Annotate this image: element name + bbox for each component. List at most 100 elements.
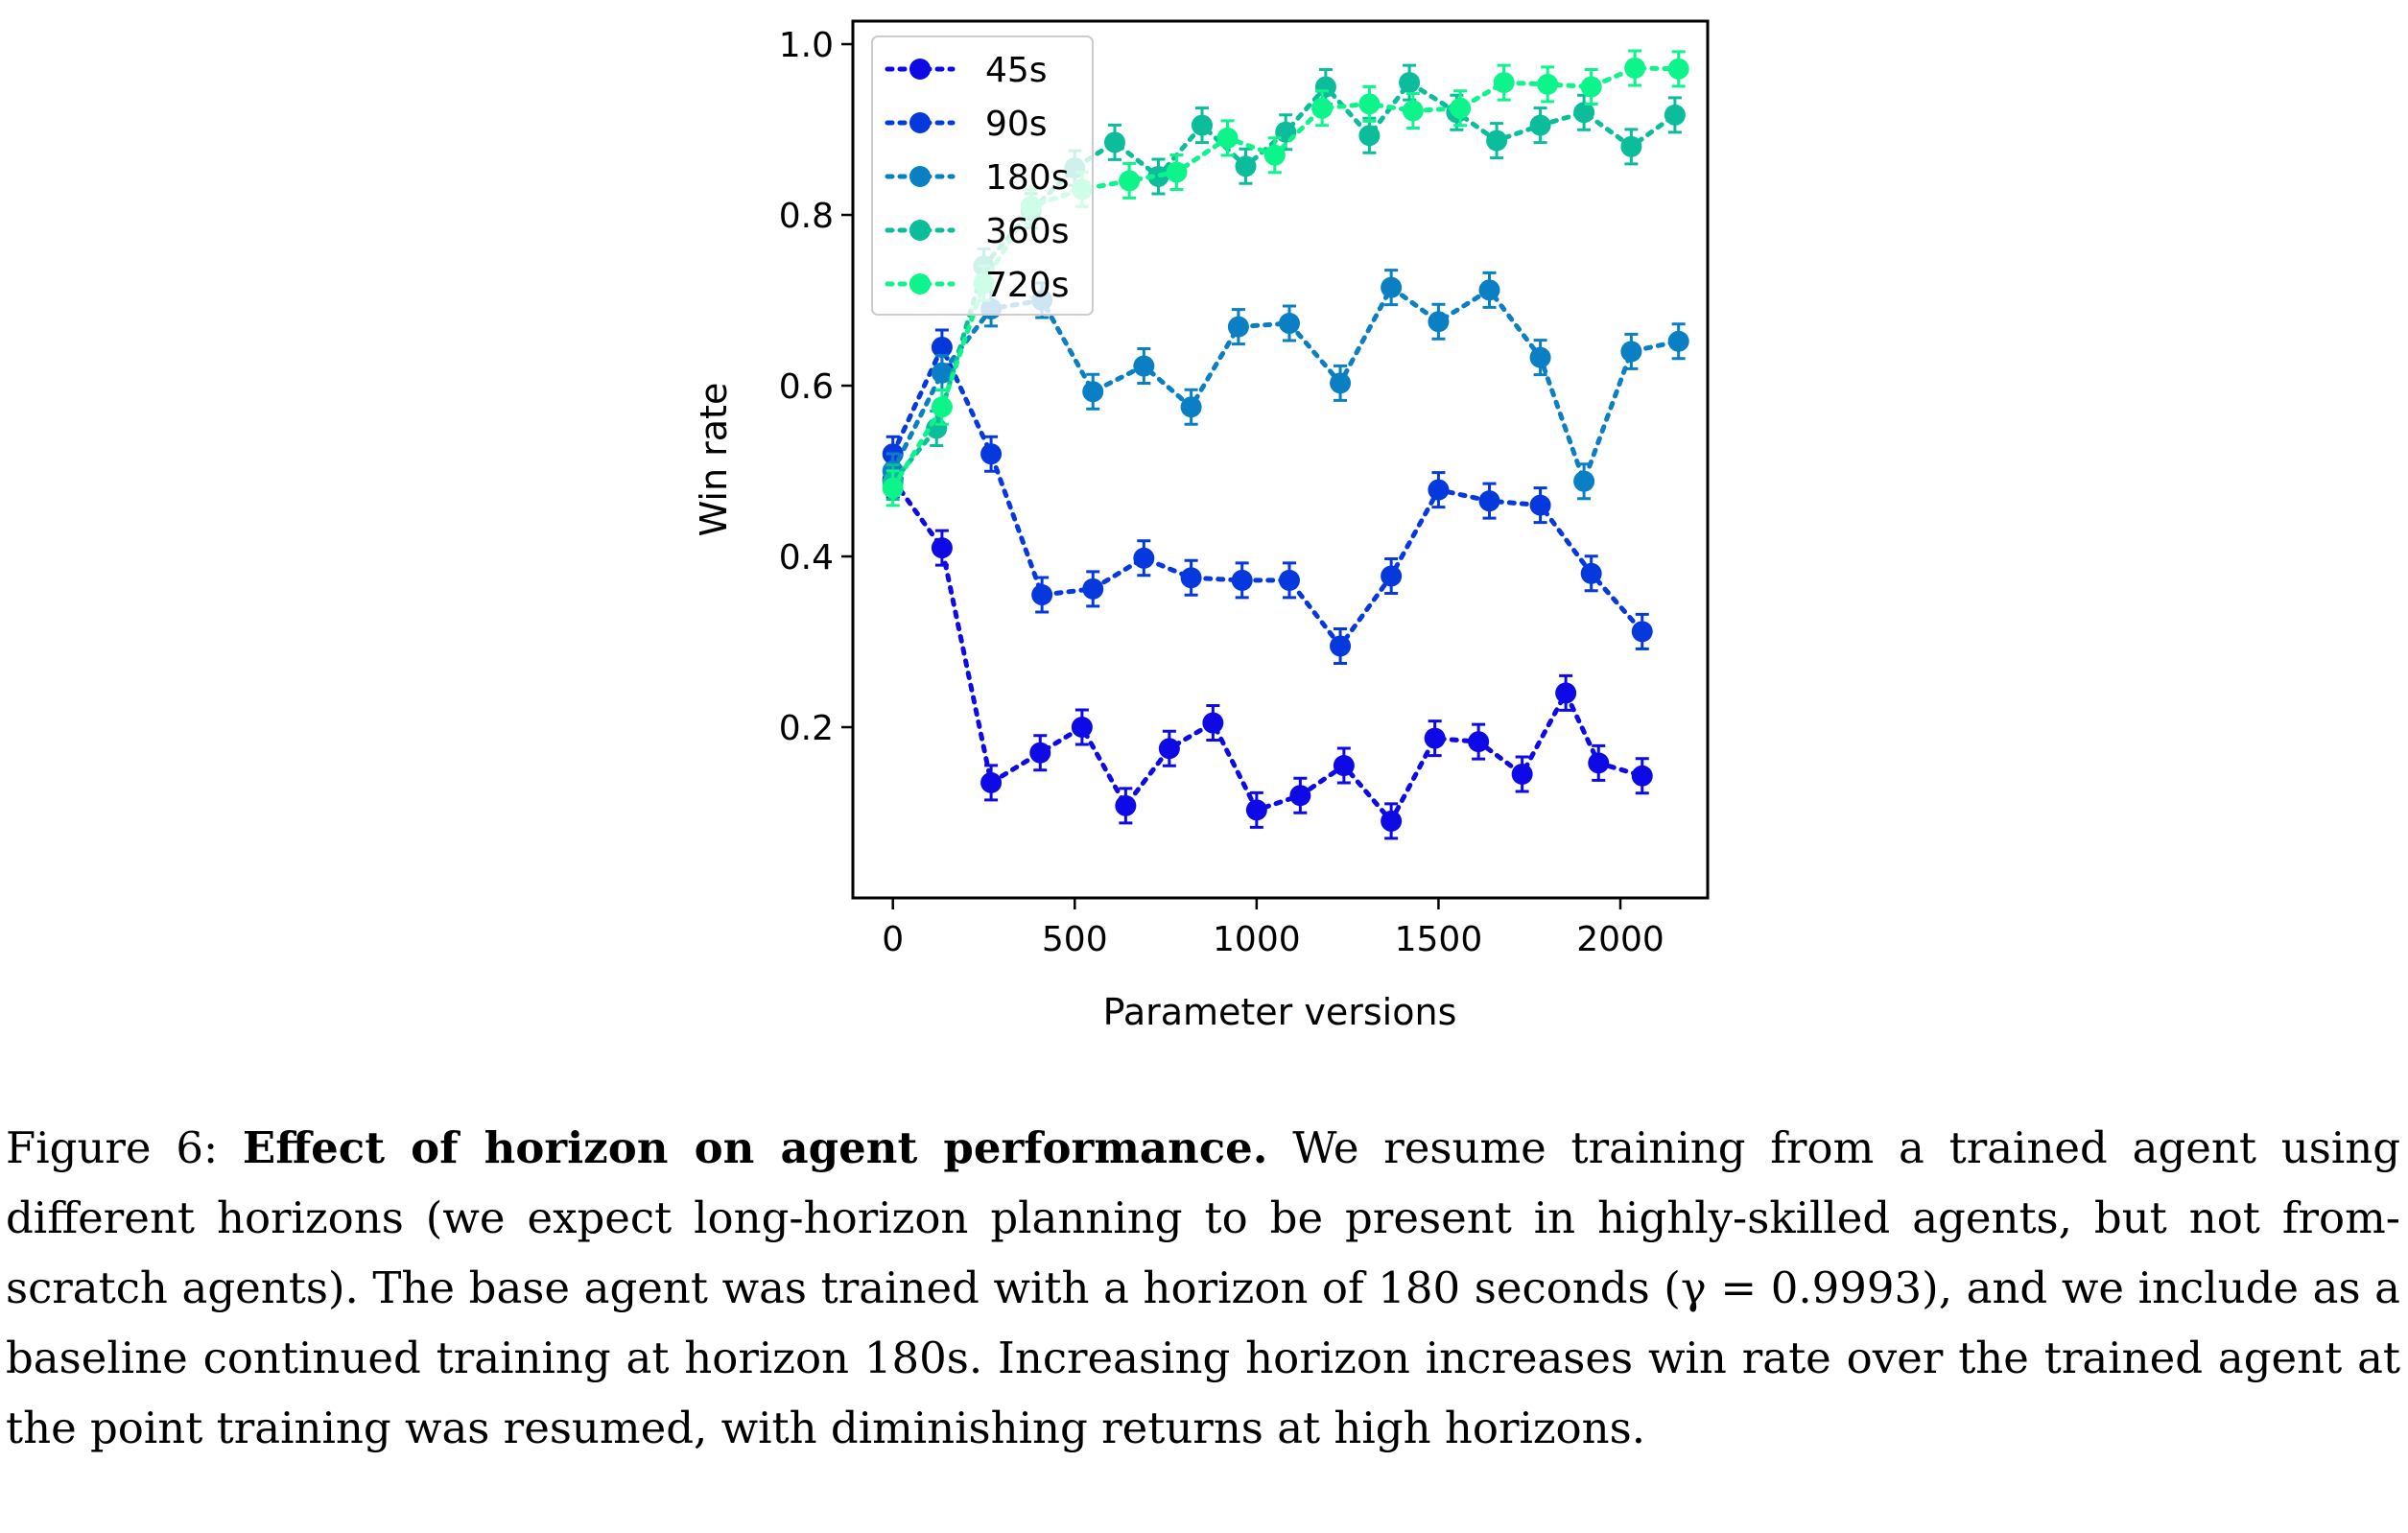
data-point [1031, 584, 1053, 606]
data-point [1478, 279, 1500, 301]
legend-marker [909, 220, 931, 241]
x-tick-label: 1500 [1395, 920, 1483, 959]
data-point [1399, 72, 1421, 94]
y-tick-label: 0.4 [779, 538, 834, 578]
data-point [1330, 635, 1352, 657]
data-point [1358, 93, 1381, 115]
data-point [1620, 341, 1642, 363]
series-line-90s [890, 342, 1645, 650]
axis-ticks: 0 500 1000 1500 2000 0.2 0.4 0.6 0.8 1.0 [779, 26, 1664, 959]
data-point [1115, 794, 1137, 816]
legend-marker [909, 166, 931, 187]
y-axis-label: Win rate [693, 383, 735, 537]
data-point [1071, 717, 1093, 739]
data-point [1082, 381, 1104, 403]
data-point [1103, 131, 1125, 153]
data-point [1263, 144, 1286, 166]
data-point [1664, 104, 1686, 126]
data-point [1333, 755, 1355, 777]
legend-box [871, 35, 1094, 316]
data-point [926, 417, 948, 439]
data-point [1166, 161, 1188, 183]
data-point [931, 537, 953, 559]
data-point [1620, 135, 1642, 157]
data-point [1555, 682, 1577, 704]
legend-marker [909, 59, 931, 80]
data-point [1529, 114, 1551, 136]
data-point [1537, 73, 1559, 95]
caption-label: Figure 6: [6, 1122, 219, 1173]
data-point [1529, 346, 1551, 368]
data-point [1667, 330, 1689, 352]
data-point [1278, 569, 1300, 591]
data-point [1428, 479, 1450, 501]
data-point [1245, 799, 1267, 821]
data-point [1133, 355, 1155, 377]
data-point [1227, 316, 1249, 338]
data-point [1311, 97, 1334, 119]
data-point [1468, 731, 1490, 753]
data-point [1158, 738, 1180, 760]
data-point [1314, 76, 1336, 98]
y-tick-label: 0.6 [779, 367, 834, 407]
x-axis-label: Parameter versions [1103, 991, 1457, 1033]
data-point [1493, 72, 1515, 94]
legend-item-180s: 180s [885, 158, 1069, 198]
data-point [1667, 58, 1689, 80]
y-tick-label: 1.0 [779, 26, 834, 65]
data-point [1428, 311, 1450, 333]
data-point [1511, 763, 1533, 785]
legend-label: 360s [985, 212, 1069, 251]
legend-item-720s: 720s [885, 266, 1069, 305]
data-point [1278, 313, 1300, 335]
y-tick-label: 0.2 [779, 709, 834, 748]
data-point [882, 477, 904, 499]
data-point [1478, 490, 1500, 512]
data-point [1381, 810, 1403, 832]
data-point [1180, 567, 1202, 589]
data-point [1529, 494, 1551, 516]
legend-label: 180s [985, 158, 1069, 198]
x-tick-label: 2000 [1576, 920, 1664, 959]
x-tick-label: 500 [1042, 920, 1108, 959]
legend-item-45s: 45s [885, 51, 1048, 90]
data-point [931, 396, 953, 418]
data-point [1235, 155, 1257, 177]
data-point [1133, 547, 1155, 569]
data-point [1216, 127, 1239, 149]
data-point [1450, 97, 1472, 119]
data-point [1631, 621, 1653, 643]
data-point [1330, 372, 1352, 394]
caption-text: We resume training from a trained agent … [6, 1122, 2401, 1453]
data-point [1231, 569, 1253, 591]
figure-caption: Figure 6: Effect of horizon on agent per… [6, 1113, 2400, 1463]
legend-item-90s: 90s [885, 105, 1048, 144]
data-point [1082, 578, 1104, 600]
data-point [1424, 727, 1446, 749]
x-tick-label: 1000 [1213, 920, 1301, 959]
series-90s [882, 328, 1653, 665]
data-point [931, 362, 953, 384]
legend: 45s 90s 180s 360s 720s [871, 35, 1094, 316]
series-45s [882, 460, 1653, 840]
legend-marker [909, 273, 931, 295]
legend-item-360s: 360s [885, 212, 1069, 251]
y-tick-label: 0.8 [779, 197, 834, 236]
plot-frame [851, 19, 1710, 900]
data-point [1573, 470, 1595, 492]
data-point [1631, 765, 1653, 787]
data-point [1573, 102, 1595, 124]
data-point [1191, 114, 1213, 136]
data-point [931, 336, 953, 358]
legend-marker [909, 112, 931, 133]
data-point [1486, 130, 1508, 152]
data-point [1202, 712, 1224, 734]
x-tick-label: 0 [882, 920, 904, 959]
data-point [1588, 752, 1610, 774]
legend-label: 90s [985, 105, 1048, 144]
data-point [980, 443, 1003, 465]
data-point [1624, 57, 1646, 79]
legend-label: 720s [985, 266, 1069, 305]
data-point [1029, 742, 1051, 764]
data-point [980, 771, 1003, 793]
